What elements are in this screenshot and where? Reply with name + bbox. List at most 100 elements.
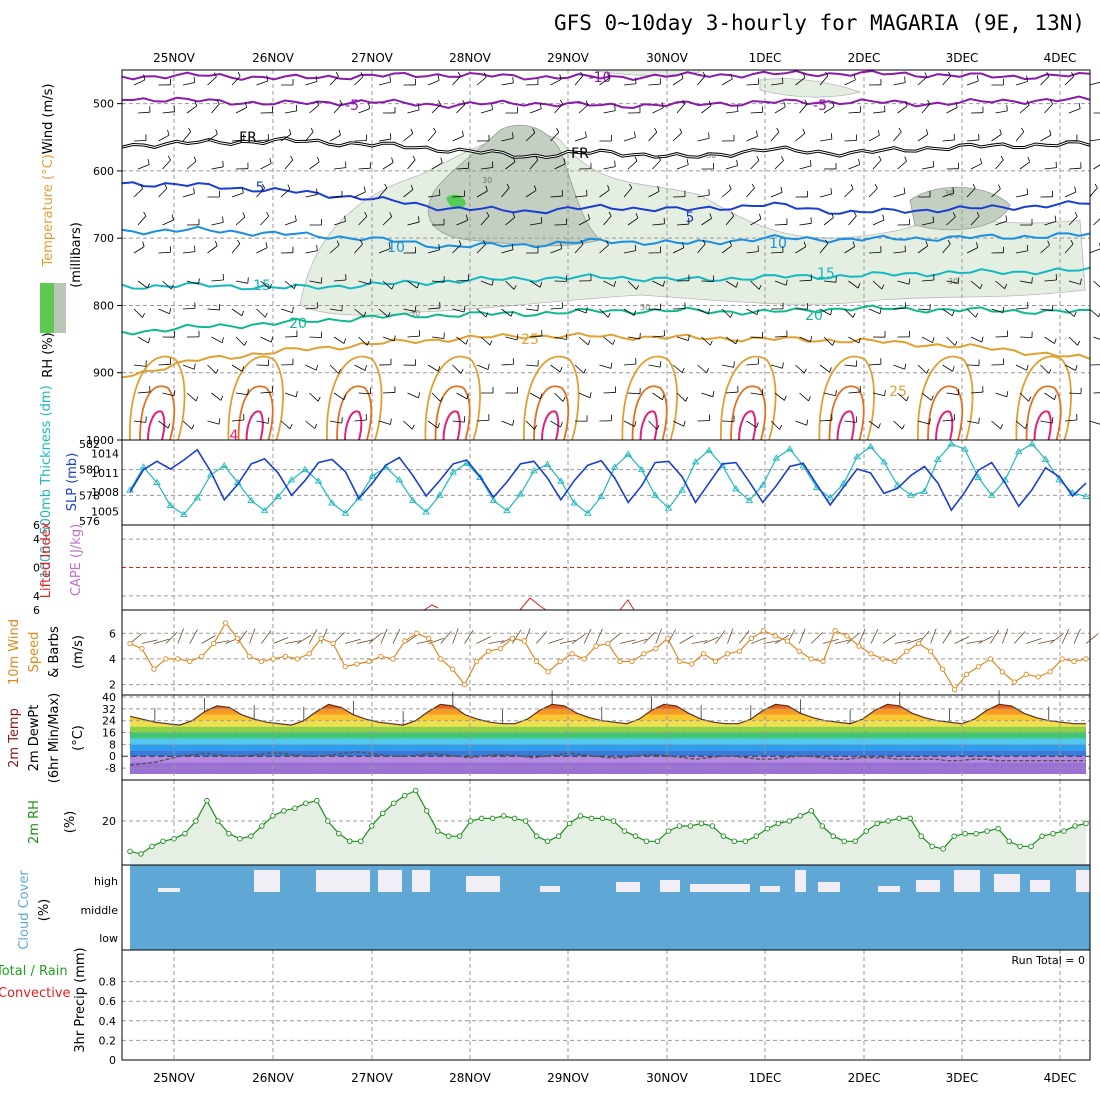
thickness-point — [408, 496, 417, 503]
thickness-point — [785, 445, 794, 452]
rh2m-point — [270, 813, 276, 819]
wind-barb — [1040, 134, 1052, 142]
temperature-contour — [139, 385, 176, 441]
cloud-clear-gap — [994, 874, 1020, 892]
cloud-area — [130, 865, 1090, 950]
wind-barb — [280, 308, 293, 314]
temperature-contour — [245, 410, 264, 441]
wind-barb — [634, 156, 638, 162]
rh2m-point — [566, 820, 573, 827]
wind-barb — [1094, 183, 1098, 189]
wind10m-barb — [894, 640, 911, 644]
wind-barb — [529, 392, 541, 400]
wind-barb — [991, 188, 1001, 198]
wind-barb — [848, 215, 857, 226]
wind-barb — [284, 220, 297, 226]
top-day-label: 30NOV — [646, 51, 688, 65]
wind10m-barb — [320, 628, 328, 644]
temperature-contour — [121, 181, 1091, 215]
wind-barb — [657, 185, 660, 192]
rh2m-point — [1039, 833, 1045, 839]
wind10m-barb — [380, 628, 388, 644]
contour-label: 15 — [817, 266, 835, 282]
wind-barb — [893, 364, 905, 370]
wind10m-barb — [763, 640, 780, 644]
temperature-contour — [122, 95, 1091, 110]
y-tick-label: 500 — [93, 98, 114, 111]
wind-barb — [585, 131, 587, 138]
wind10m-barb — [954, 636, 970, 644]
wind-barb — [554, 103, 563, 114]
thickness-point — [934, 455, 942, 462]
wind10m-point — [187, 658, 193, 665]
temperature-contour — [227, 355, 284, 441]
thickness-point — [772, 454, 781, 461]
y-tick-label: 800 — [93, 299, 114, 312]
rh-contour-label: 30 — [410, 309, 420, 318]
wind-barb — [654, 127, 658, 133]
rh2m-point — [127, 848, 133, 855]
bottom-day-label: 28NOV — [449, 1071, 491, 1085]
wind10m-barb — [846, 632, 860, 644]
cloud-clear-gap — [1076, 870, 1090, 892]
contour-label: 25 — [889, 384, 907, 400]
wind-barb — [1047, 240, 1050, 246]
wind10m-barb — [1073, 628, 1081, 644]
wind-barb — [701, 105, 712, 114]
wind10m-point — [426, 635, 432, 642]
wind-barb — [599, 189, 610, 198]
wind-barb — [970, 280, 981, 290]
rh2m-point — [204, 797, 210, 804]
wind-barb — [315, 75, 318, 82]
wind-barb — [955, 102, 958, 108]
wind-barb — [1064, 364, 1076, 371]
wind-barb — [966, 308, 976, 318]
wind-barb — [427, 131, 437, 142]
wind-barb — [948, 71, 952, 77]
wind-barb — [333, 279, 346, 282]
wind-barb — [1071, 72, 1074, 77]
wind-barb — [316, 244, 318, 251]
wind-barb — [629, 183, 633, 189]
wind-barb — [483, 72, 487, 78]
wind-barb — [1064, 419, 1077, 422]
wind-barb — [917, 76, 928, 86]
wind-barb — [501, 249, 514, 254]
wind-barb — [186, 160, 197, 170]
temp-band — [130, 738, 1086, 745]
wind-barb — [725, 111, 738, 114]
wind10m-barb — [261, 630, 272, 644]
wind-barb — [143, 211, 147, 217]
wind-barb — [868, 420, 879, 429]
wind-barb — [574, 75, 584, 86]
wind-barb — [364, 365, 367, 371]
wind-barb — [1089, 420, 1100, 425]
thickness-point — [260, 506, 269, 514]
y-tick-label: 700 — [93, 232, 114, 245]
thickness-point — [637, 465, 646, 473]
wind-barb — [452, 75, 461, 86]
rh2m-point — [896, 815, 902, 822]
dewpoint-line — [129, 751, 1086, 766]
wind-barb — [1004, 283, 1008, 289]
wind-barb — [607, 185, 610, 191]
wind-barb — [781, 156, 784, 161]
wind-barb — [603, 392, 616, 394]
wind-barb — [946, 392, 959, 396]
wind-barb — [241, 366, 245, 372]
wind-barb — [211, 103, 220, 114]
thickness-point — [732, 485, 740, 492]
wind-barb — [701, 218, 712, 226]
wind-barb — [480, 109, 493, 114]
rh2m-point — [347, 838, 353, 845]
wind-barb — [158, 251, 171, 254]
wind-barb — [491, 103, 493, 110]
wind-barb — [799, 336, 811, 343]
wind-barb — [389, 76, 392, 83]
cloud-clear-gap — [466, 876, 500, 892]
rh-contour-label: 30 — [482, 176, 492, 185]
wind-barb — [354, 364, 366, 371]
wind-barb — [501, 420, 513, 426]
wind-barb — [803, 241, 807, 247]
rh2m-point — [753, 833, 760, 839]
